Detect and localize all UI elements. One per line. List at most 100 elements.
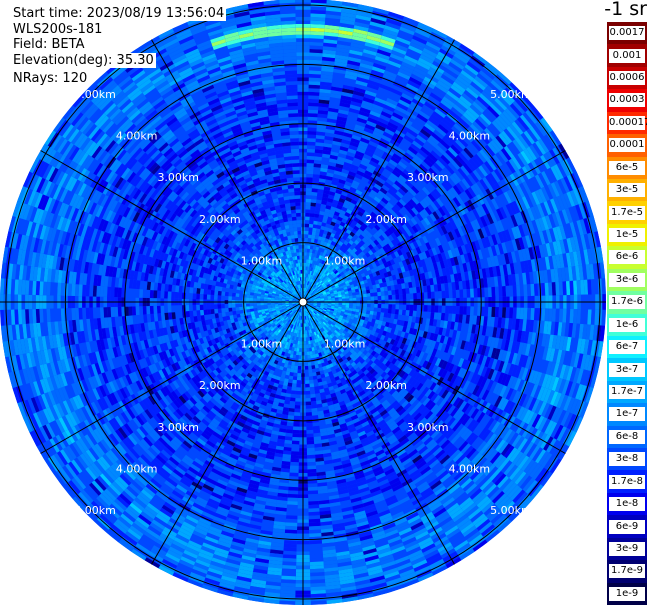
range-gate-cell [305,216,310,221]
range-gate-cell [323,35,338,41]
range-gate-cell [307,293,310,297]
range-gate-cell [363,279,368,284]
range-gate-cell [307,113,318,118]
range-gate-cell [384,128,395,136]
range-gate-cell [322,284,327,288]
range-gate-cell [478,132,491,145]
range-gate-cell [438,244,445,254]
range-gate-cell [326,277,331,282]
range-gate-cell [310,20,326,25]
range-gate-cell [327,168,335,174]
range-gate-cell [495,135,507,148]
range-gate-cell [539,270,545,284]
range-gate-cell [474,98,488,111]
range-gate-cell [312,425,320,430]
range-gate-cell [352,90,365,97]
range-gate-cell [389,259,396,266]
range-gate-cell [307,116,318,121]
range-gate-cell [344,271,349,276]
range-gate-cell [311,275,314,279]
range-gate-cell [419,189,428,198]
range-gate-cell [372,208,380,216]
range-gate-cell [464,188,474,200]
range-gate-cell [308,270,311,275]
range-gate-cell [367,223,375,230]
range-gate-cell [523,260,530,273]
range-gate-cell [344,280,350,285]
range-gate-cell [538,244,545,258]
range-gate-cell [341,282,346,286]
range-gate-cell [304,373,309,377]
range-gate-cell [329,260,334,266]
range-gate-cell [347,252,353,258]
range-gate-cell [516,261,523,274]
range-gate-cell [313,297,317,300]
range-gate-cell [429,179,439,189]
range-gate-cell [375,52,390,61]
range-gate-cell [452,157,463,168]
range-gate-cell [364,150,374,158]
range-gate-cell [532,124,544,139]
range-gate-cell [416,166,426,176]
range-gate-cell [391,304,396,310]
range-gate-cell [413,274,419,282]
range-gate-cell [501,242,508,254]
range-gate-cell [546,269,552,283]
range-gate-cell [303,291,305,295]
range-gate-cell [351,219,358,226]
range-gate-cell [332,199,339,205]
range-gate-cell [351,35,367,43]
range-gate-cell [325,282,330,286]
range-gate-cell [395,262,401,269]
range-gate-cell [389,53,404,62]
range-gate-cell [325,10,342,16]
range-gate-cell [525,272,531,285]
range-gate-cell [316,277,320,282]
range-gate-cell [338,149,348,156]
range-gate-cell [494,196,503,209]
range-gate-cell [533,205,542,219]
range-gate-cell [307,134,317,139]
range-gate-cell [497,275,503,287]
range-gate-cell [477,249,484,260]
range-gate-cell [548,282,553,296]
range-gate-cell [545,229,553,243]
range-gate-cell [401,309,407,316]
range-gate-cell [504,241,511,253]
range-gate-cell [453,123,465,134]
range-gate-cell [384,295,389,300]
range-gate-cell [395,304,400,310]
range-gate-cell [428,116,440,127]
range-gate-cell [306,347,310,352]
range-gate-cell [402,231,410,239]
range-gate-cell [332,237,338,243]
range-gate-cell [479,149,490,161]
range-gate-cell [399,158,410,167]
range-gate-cell [320,255,325,261]
range-gate-cell [332,173,341,179]
range-gate-cell [328,158,338,164]
range-gate-cell [336,159,345,166]
range-gate-cell [363,210,371,218]
range-gate-cell [350,286,355,291]
range-gate-cell [358,110,370,118]
range-gate-cell [341,8,357,15]
range-gate-cell [438,268,444,277]
range-gate-cell [447,222,455,232]
range-gate-cell [475,167,486,179]
range-gate-cell [484,287,489,298]
range-gate-cell [349,231,356,237]
range-gate-cell [450,186,459,198]
range-gate-cell [438,183,448,194]
range-gate-cell [518,237,525,250]
range-gate-cell [395,36,411,46]
range-gate-cell [320,240,325,245]
range-gate-cell [440,252,447,261]
range-gate-cell [325,234,331,240]
range-gate-cell [441,181,451,192]
range-gate-cell [432,211,440,221]
range-gate-cell [398,68,412,77]
range-gate-cell [353,225,360,232]
range-gate-cell [456,216,464,227]
range-gate-cell [335,256,341,262]
